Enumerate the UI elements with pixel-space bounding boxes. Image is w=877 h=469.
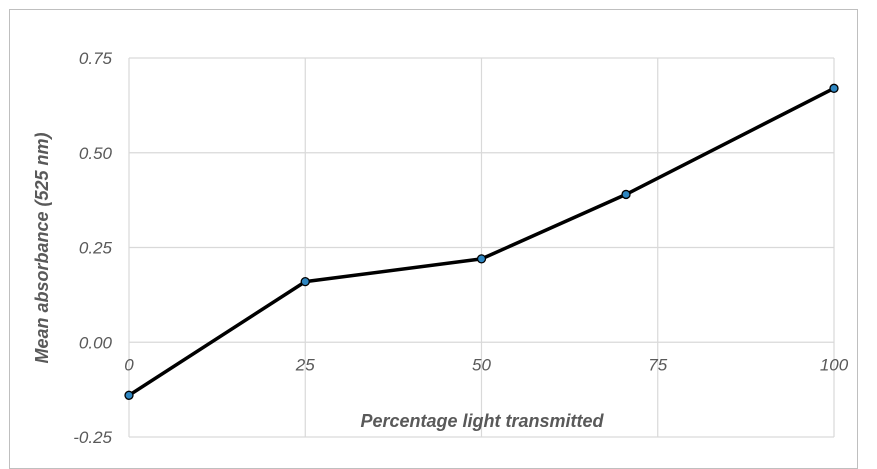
y-tick-label: 0.00 xyxy=(79,333,113,352)
x-tick-label: 50 xyxy=(472,355,491,374)
y-axis-title: Mean absorbance (525 nm) xyxy=(32,132,52,363)
data-point xyxy=(621,189,631,200)
data-point xyxy=(829,83,839,93)
grid xyxy=(128,57,835,438)
x-tick-label: 0 xyxy=(124,355,134,374)
series-layer xyxy=(124,83,839,400)
data-point xyxy=(124,390,134,400)
data-point xyxy=(300,276,310,287)
x-tick-label: 75 xyxy=(648,355,667,374)
y-tick-label: 0.25 xyxy=(79,239,113,258)
y-tick-label: -0.25 xyxy=(73,428,112,447)
data-point xyxy=(476,254,487,264)
x-tick-label: 25 xyxy=(295,355,315,374)
tick-labels: 0.75 0.50 0.25 0.00 -0.25 0 25 50 75 100 xyxy=(73,49,848,447)
line-chart: 0.75 0.50 0.25 0.00 -0.25 0 25 50 75 100 Percenta… xyxy=(32,49,849,447)
y-tick-label: 0.50 xyxy=(79,144,113,163)
y-tick-label: 0.75 xyxy=(79,49,113,68)
x-tick-label: 100 xyxy=(820,355,849,374)
x-axis-title: Percentage light transmitted xyxy=(360,411,604,431)
chart-frame xyxy=(9,9,858,469)
